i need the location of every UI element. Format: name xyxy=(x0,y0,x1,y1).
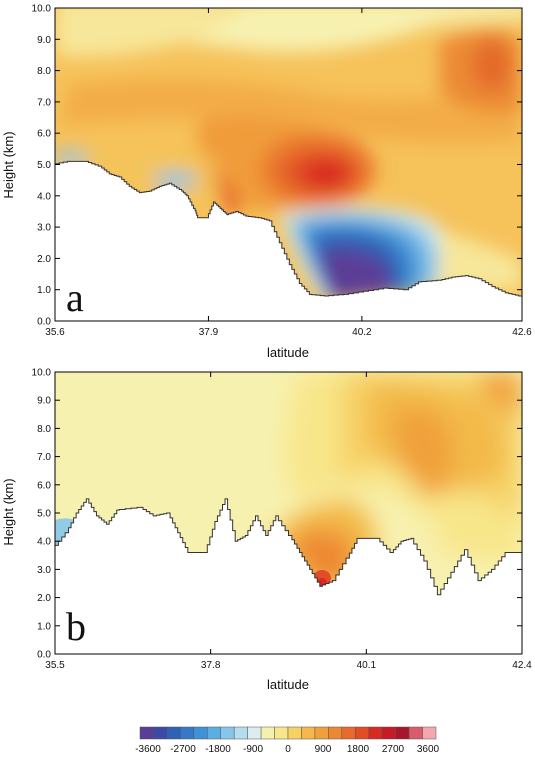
panel-b-field xyxy=(53,372,524,656)
colorbar-swatch xyxy=(288,727,301,739)
colorbar-swatch xyxy=(315,727,328,739)
colorbar-tick-label: 1800 xyxy=(347,744,370,755)
panel-b-ytick-label: 4.0 xyxy=(37,537,51,548)
colorbar-swatch xyxy=(167,727,180,739)
panel-b-xtick-label: 37.8 xyxy=(201,660,221,671)
colorbar-swatch xyxy=(207,727,220,739)
panel-a-ytick-label: 10.0 xyxy=(32,4,52,15)
colorbar-tick-label: 0 xyxy=(285,744,291,755)
colorbar-swatch xyxy=(396,727,409,739)
colorbar-swatch xyxy=(355,727,368,739)
panel-a-ytick-label: 4.0 xyxy=(37,191,51,202)
panel-a-ytick-label: 9.0 xyxy=(37,35,51,46)
colorbar-swatch xyxy=(234,727,247,739)
panel-a-ytick-label: 3.0 xyxy=(37,223,51,234)
panel-a-xlabel: latitude xyxy=(267,345,309,360)
panel-a-ytick-label: 2.0 xyxy=(37,254,51,265)
panel-a-field xyxy=(50,0,535,323)
colorbar-swatch xyxy=(301,727,314,739)
panel-a-letter: a xyxy=(66,275,84,320)
colorbar-swatch xyxy=(221,727,234,739)
colorbar-tick-label: 2700 xyxy=(382,744,405,755)
colorbar-tick-label: -900 xyxy=(243,744,263,755)
panel-a-xtick-label: 42.6 xyxy=(512,327,532,338)
panel-b-ytick-label: 3.0 xyxy=(37,565,51,576)
panel-b-ytick-label: 7.0 xyxy=(37,452,51,463)
colorbar-swatch xyxy=(194,727,207,739)
colorbar-swatch xyxy=(261,727,274,739)
panel-b-xtick-label: 35.5 xyxy=(45,660,65,671)
panel-a-ytick-label: 5.0 xyxy=(37,160,51,171)
colorbar-swatch xyxy=(423,727,436,739)
panel-b: 0.0 1.0 2.0 3.0 4.0 5.0 6.0 7.0 8.0 9.0 10.0 35.5 37… xyxy=(1,368,532,693)
colorbar-swatch xyxy=(328,727,341,739)
panel-b-ytick-label: 8.0 xyxy=(37,424,51,435)
panel-b-letter: b xyxy=(66,604,86,649)
panel-a-ytick-label: 6.0 xyxy=(37,129,51,140)
panel-b-xtick-label: 40.1 xyxy=(357,660,377,671)
colorbar-swatch xyxy=(275,727,288,739)
colorbar-swatch xyxy=(153,727,166,739)
panel-a-xtick-label: 40.2 xyxy=(352,327,372,338)
panel-a-ytick-label: 0.0 xyxy=(37,317,51,328)
colorbar-swatch xyxy=(342,727,355,739)
panel-b-ytick-label: 10.0 xyxy=(32,368,52,379)
panel-b-ytick-label: 0.0 xyxy=(37,650,51,661)
colorbar-swatch xyxy=(248,727,261,739)
panel-b-xtick-label: 42.4 xyxy=(512,660,532,671)
colorbar-swatch xyxy=(409,727,422,739)
panel-b-ytick-label: 1.0 xyxy=(37,621,51,632)
colorbar: -3600 -2700 -1800 -900 0 900 1800 2700 3600 xyxy=(135,727,439,755)
panel-b-xlabel: latitude xyxy=(267,677,309,692)
colorbar-tick-label: -2700 xyxy=(170,744,196,755)
colorbar-swatch xyxy=(369,727,382,739)
panel-a-xtick-label: 37.9 xyxy=(199,327,219,338)
panel-b-ytick-label: 2.0 xyxy=(37,593,51,604)
panel-a-ytick-label: 7.0 xyxy=(37,97,51,108)
colorbar-swatch xyxy=(140,727,153,739)
panel-a-xtick-label: 35.6 xyxy=(45,327,65,338)
colorbar-swatch xyxy=(382,727,395,739)
colorbar-swatch xyxy=(180,727,193,739)
panel-a-ytick-label: 1.0 xyxy=(37,285,51,296)
colorbar-tick-label: -1800 xyxy=(205,744,231,755)
panel-b-ytick-label: 9.0 xyxy=(37,396,51,407)
colorbar-tick-label: -3600 xyxy=(135,744,161,755)
panel-a-ylabel: Height (km) xyxy=(1,131,16,198)
panel-b-ytick-label: 6.0 xyxy=(37,480,51,491)
panel-a-ytick-label: 8.0 xyxy=(37,66,51,77)
colorbar-tick-label: 3600 xyxy=(417,744,440,755)
colorbar-tick-label: 900 xyxy=(315,744,332,755)
panel-a: 0.0 1.0 2.0 3.0 4.0 5.0 6.0 7.0 8.0 9.0 10.0 35.6 37… xyxy=(1,0,535,360)
panel-b-ytick-label: 5.0 xyxy=(37,509,51,520)
panel-b-ylabel: Height (km) xyxy=(1,478,16,545)
